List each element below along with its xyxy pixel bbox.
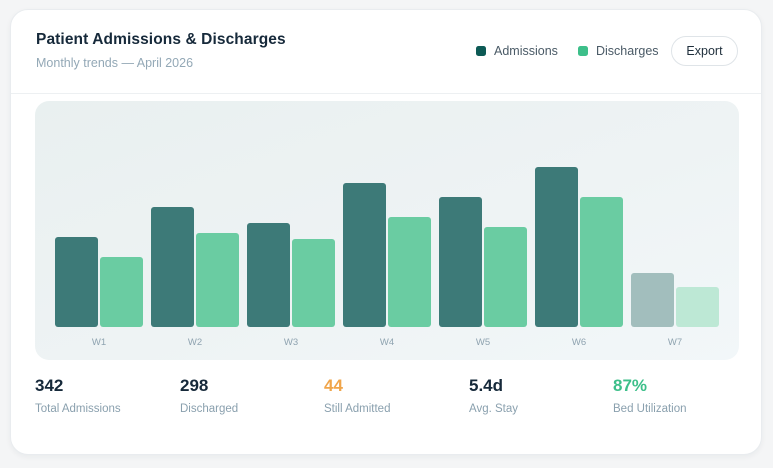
x-tick-label: W5 <box>476 337 490 348</box>
admissions-card: Patient Admissions & Discharges Monthly … <box>10 9 762 455</box>
stat-label: Total Admissions <box>35 403 121 415</box>
chart-area: W1 W2 W3 W4 W5 W6 W7 <box>35 101 739 360</box>
legend-discharges: Discharges <box>578 44 659 58</box>
legend-label-discharges: Discharges <box>596 44 659 58</box>
legend-label-admissions: Admissions <box>494 44 558 58</box>
bar-admissions-w3 <box>247 223 290 327</box>
x-tick-label: W1 <box>92 337 106 348</box>
bar-discharges-w7 <box>676 287 719 327</box>
bar-discharges-w5 <box>484 227 527 327</box>
header-divider <box>11 93 761 94</box>
stat-bed-utilization: 87% Bed Utilization <box>613 376 687 415</box>
bar-chart: W1 W2 W3 W4 W5 W6 W7 <box>55 167 719 348</box>
bar-discharges-w2 <box>196 233 239 327</box>
bar-discharges-w4 <box>388 217 431 327</box>
stat-value: 298 <box>180 376 209 395</box>
stat-value: 87% <box>613 376 648 395</box>
bar-admissions-w4 <box>343 183 386 327</box>
stat-value: 5.4d <box>469 376 504 395</box>
stat-label: Bed Utilization <box>613 403 687 415</box>
chart-title: Patient Admissions & Discharges <box>36 31 286 48</box>
x-tick-label: W7 <box>668 337 682 348</box>
legend-swatch-discharges <box>578 46 588 56</box>
x-tick-label: W2 <box>188 337 202 348</box>
bar-admissions-w5 <box>439 197 482 327</box>
stat-still-admitted: 44 Still Admitted <box>324 376 390 415</box>
stat-total-admissions: 342 Total Admissions <box>35 376 121 415</box>
stat-label: Still Admitted <box>324 403 391 415</box>
bar-admissions-w1 <box>55 237 98 327</box>
bar-admissions-w7 <box>631 273 674 327</box>
chart-subtitle: Monthly trends — April 2026 <box>36 56 194 70</box>
legend-admissions: Admissions <box>476 44 558 58</box>
stat-value: 342 <box>35 376 64 395</box>
bar-discharges-w3 <box>292 239 335 327</box>
x-tick-label: W3 <box>284 337 298 348</box>
bar-admissions-w2 <box>151 207 194 327</box>
x-tick-label: W6 <box>572 337 586 348</box>
legend-swatch-admissions <box>476 46 486 56</box>
export-button[interactable]: Export <box>671 36 738 66</box>
bar-discharges-w6 <box>580 197 623 327</box>
stat-avg-stay: 5.4d Avg. Stay <box>469 376 518 415</box>
bar-admissions-w6 <box>535 167 578 327</box>
stat-value: 44 <box>324 376 343 395</box>
stat-discharged: 298 Discharged <box>180 376 238 415</box>
x-tick-label: W4 <box>380 337 394 348</box>
bar-discharges-w1 <box>100 257 143 327</box>
stat-label: Avg. Stay <box>469 403 519 415</box>
stat-label: Discharged <box>180 403 239 415</box>
